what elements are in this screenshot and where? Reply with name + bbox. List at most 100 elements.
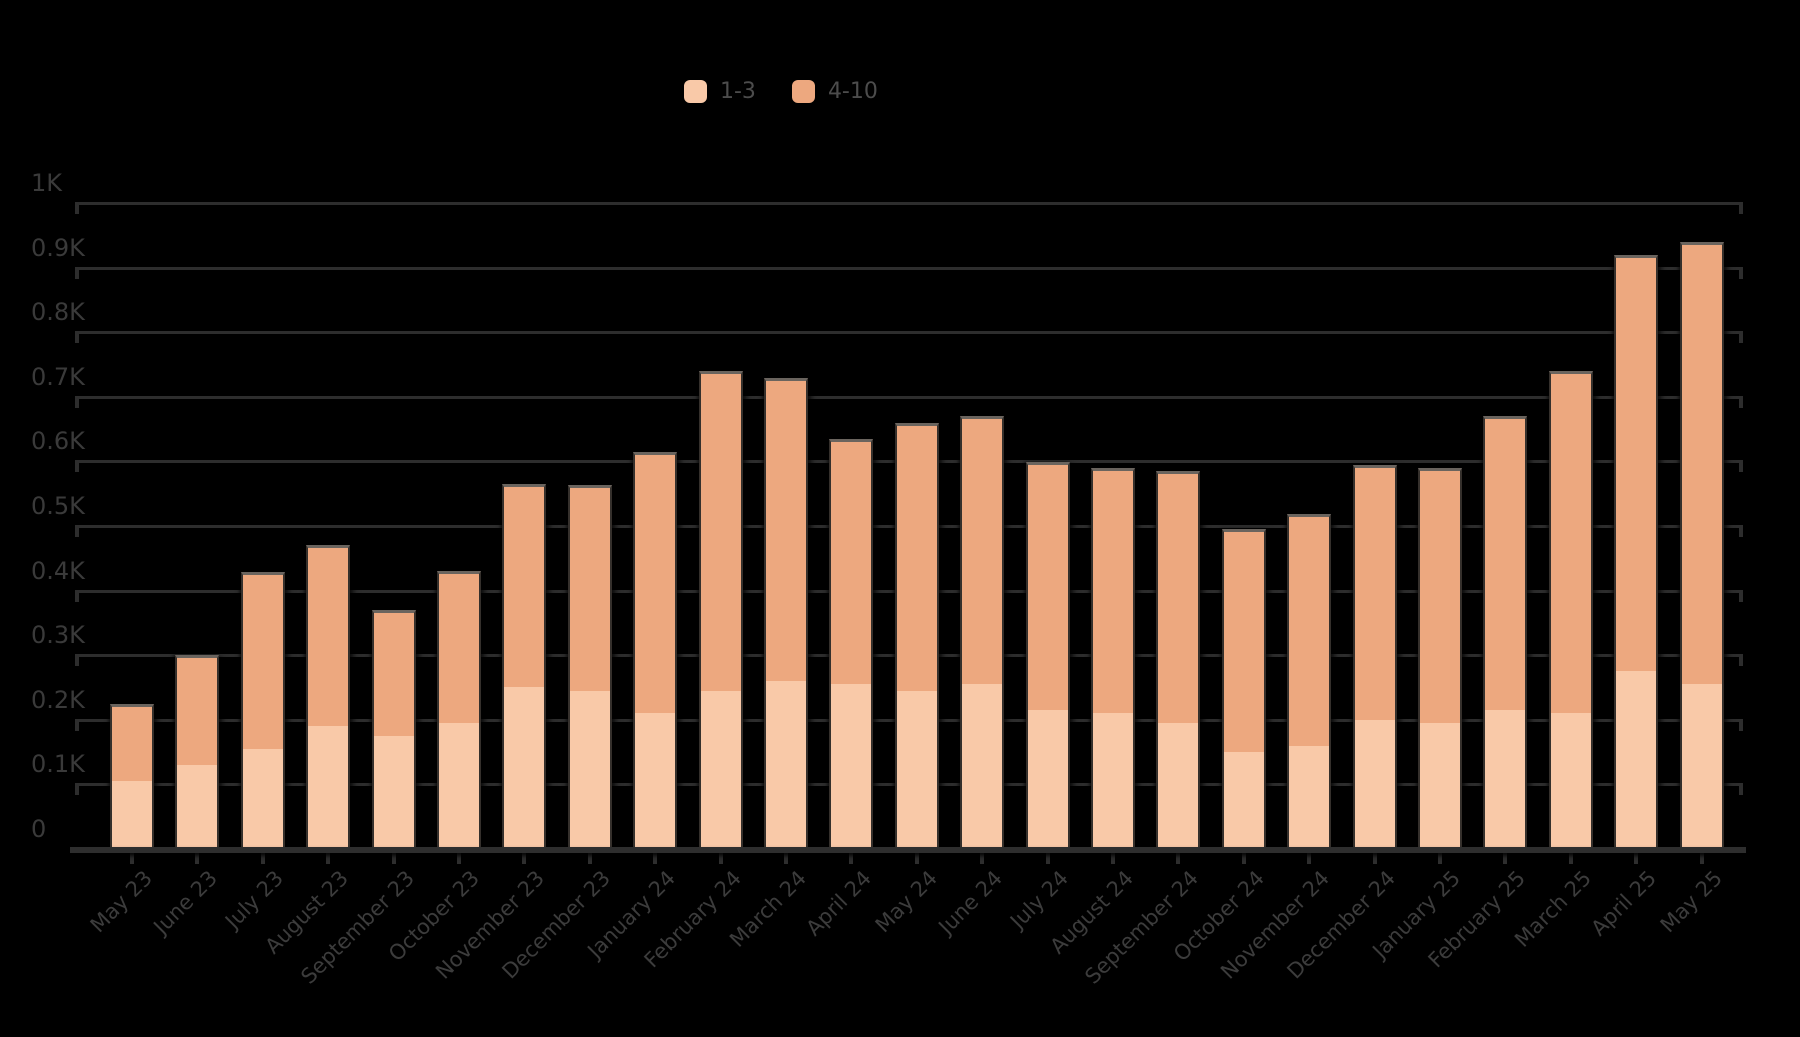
bar-april-24[interactable] xyxy=(829,439,873,849)
bar-march-25[interactable] xyxy=(1549,371,1593,849)
legend-item-1-3[interactable]: 1-3 xyxy=(684,80,756,103)
legend-item-4-10[interactable]: 4-10 xyxy=(791,78,878,104)
bar-september-24[interactable] xyxy=(1156,471,1200,849)
x-axis-tick xyxy=(1438,851,1442,864)
bar-segment-4-10[interactable] xyxy=(439,574,479,723)
bar-segment-1-3[interactable] xyxy=(1485,710,1525,849)
bar-july-24[interactable] xyxy=(1026,462,1070,849)
bar-june-23[interactable] xyxy=(175,655,219,849)
bar-segment-4-10[interactable] xyxy=(112,707,152,781)
bar-segment-1-3[interactable] xyxy=(1420,723,1460,849)
bar-segment-1-3[interactable] xyxy=(504,687,544,849)
bar-segment-1-3[interactable] xyxy=(439,723,479,849)
bar-segment-1-3[interactable] xyxy=(766,681,806,849)
bar-segment-4-10[interactable] xyxy=(766,381,806,681)
gridline-end-tick xyxy=(1739,396,1743,408)
bar-segment-1-3[interactable] xyxy=(570,691,610,849)
gridline-end-tick xyxy=(75,460,79,472)
bar-segment-4-10[interactable] xyxy=(570,488,610,691)
bar-segment-4-10[interactable] xyxy=(1616,258,1656,671)
bar-may-25[interactable] xyxy=(1680,242,1724,849)
bar-segment-4-10[interactable] xyxy=(374,613,414,736)
bar-segment-4-10[interactable] xyxy=(1028,465,1068,710)
chart-legend: 1-3 4-10 xyxy=(684,80,878,103)
bar-segment-4-10[interactable] xyxy=(243,575,283,749)
bar-january-25[interactable] xyxy=(1418,468,1462,849)
bar-september-23[interactable] xyxy=(372,610,416,849)
bar-segment-4-10[interactable] xyxy=(1093,471,1133,713)
bar-segment-1-3[interactable] xyxy=(308,726,348,849)
bar-segment-4-10[interactable] xyxy=(831,442,871,684)
bar-segment-1-3[interactable] xyxy=(112,781,152,849)
bar-segment-4-10[interactable] xyxy=(1355,468,1395,720)
bar-february-24[interactable] xyxy=(699,371,743,849)
bar-segment-4-10[interactable] xyxy=(635,455,675,713)
bar-segment-4-10[interactable] xyxy=(1551,374,1591,713)
bar-segment-1-3[interactable] xyxy=(1289,746,1329,849)
gridline xyxy=(75,396,1743,399)
legend-label-4-10: 4-10 xyxy=(827,78,878,104)
gridline-end-tick xyxy=(1739,783,1743,795)
bar-segment-4-10[interactable] xyxy=(1682,245,1722,684)
bar-segment-1-3[interactable] xyxy=(1616,671,1656,849)
bar-segment-4-10[interactable] xyxy=(1158,474,1198,723)
gridline-end-tick xyxy=(75,719,79,731)
bar-december-24[interactable] xyxy=(1353,465,1397,849)
x-axis-tick xyxy=(1569,851,1573,864)
x-axis-line xyxy=(70,847,1746,853)
bar-january-24[interactable] xyxy=(633,452,677,849)
bar-march-24[interactable] xyxy=(764,378,808,849)
bar-august-24[interactable] xyxy=(1091,468,1135,849)
bar-segment-4-10[interactable] xyxy=(1224,532,1264,752)
bar-february-25[interactable] xyxy=(1483,416,1527,849)
bar-october-24[interactable] xyxy=(1222,529,1266,849)
bar-november-23[interactable] xyxy=(502,484,546,849)
x-axis-tick xyxy=(719,851,723,864)
bar-segment-4-10[interactable] xyxy=(504,487,544,687)
gridline-end-tick xyxy=(75,590,79,602)
bar-segment-1-3[interactable] xyxy=(1093,713,1133,849)
x-axis-tick xyxy=(1046,851,1050,864)
bar-november-24[interactable] xyxy=(1287,514,1331,849)
bar-segment-4-10[interactable] xyxy=(1420,471,1460,723)
gridline-end-tick xyxy=(75,783,79,795)
gridline-end-tick xyxy=(1739,654,1743,666)
bar-october-23[interactable] xyxy=(437,571,481,849)
x-axis-tick xyxy=(1700,851,1704,864)
bar-segment-1-3[interactable] xyxy=(962,684,1002,849)
x-axis-tick xyxy=(326,851,330,864)
bar-segment-4-10[interactable] xyxy=(962,419,1002,684)
bar-segment-1-3[interactable] xyxy=(1158,723,1198,849)
bar-segment-1-3[interactable] xyxy=(1355,720,1395,849)
bar-segment-1-3[interactable] xyxy=(1682,684,1722,849)
bar-july-23[interactable] xyxy=(241,572,285,849)
bar-segment-4-10[interactable] xyxy=(701,374,741,691)
bar-segment-1-3[interactable] xyxy=(1028,710,1068,849)
bar-december-23[interactable] xyxy=(568,485,612,849)
y-axis-tick-label: 0.3K xyxy=(31,621,85,649)
bar-segment-1-3[interactable] xyxy=(635,713,675,849)
bar-segment-1-3[interactable] xyxy=(243,749,283,849)
bar-segment-4-10[interactable] xyxy=(1289,517,1329,746)
bar-june-24[interactable] xyxy=(960,416,1004,849)
bar-segment-1-3[interactable] xyxy=(374,736,414,849)
y-axis-tick-label: 0.4K xyxy=(31,557,85,585)
bar-segment-1-3[interactable] xyxy=(897,691,937,849)
bar-segment-1-3[interactable] xyxy=(1551,713,1591,849)
gridline-end-tick xyxy=(1739,267,1743,279)
bar-segment-4-10[interactable] xyxy=(308,548,348,726)
bar-august-23[interactable] xyxy=(306,545,350,849)
bar-april-25[interactable] xyxy=(1614,255,1658,849)
x-axis-tick xyxy=(1634,851,1638,864)
bar-segment-1-3[interactable] xyxy=(177,765,217,849)
bar-segment-1-3[interactable] xyxy=(701,691,741,849)
bar-may-23[interactable] xyxy=(110,704,154,849)
bar-segment-4-10[interactable] xyxy=(1485,419,1525,710)
bar-segment-1-3[interactable] xyxy=(1224,752,1264,849)
bar-segment-4-10[interactable] xyxy=(177,658,217,765)
x-axis-tick xyxy=(588,851,592,864)
bar-may-24[interactable] xyxy=(895,423,939,849)
bar-segment-4-10[interactable] xyxy=(897,426,937,691)
bar-segment-1-3[interactable] xyxy=(831,684,871,849)
y-axis-tick-label: 0.1K xyxy=(31,750,85,778)
